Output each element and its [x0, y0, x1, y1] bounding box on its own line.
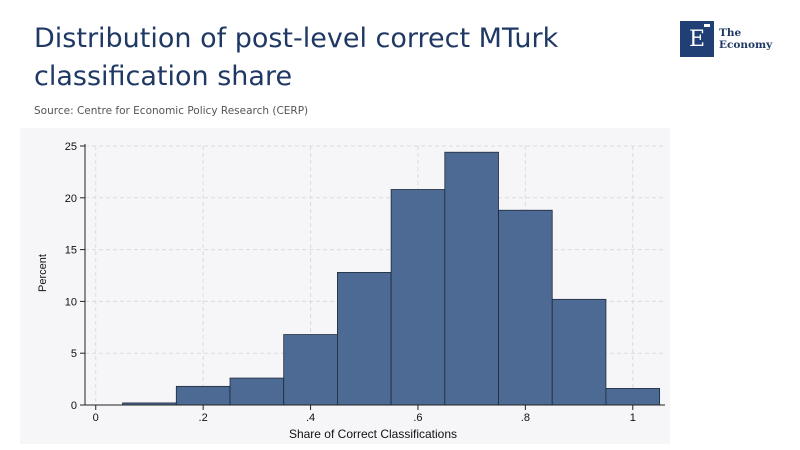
y-tick-label: 0 [71, 400, 77, 412]
histogram-bar [229, 377, 285, 406]
x-tick-label: .8 [521, 412, 530, 424]
page-title: Distribution of post-level correct MTurk… [34, 23, 559, 92]
histogram-bar [498, 209, 553, 406]
y-axis-label: Percent [37, 254, 49, 292]
histogram-bar [390, 189, 446, 406]
x-tick-label: .4 [306, 412, 315, 424]
x-axis-label: Share of Correct Classifications [289, 427, 457, 441]
x-tick-label: 0 [93, 412, 99, 424]
histogram-bar [444, 151, 499, 406]
y-tick-label: 25 [65, 141, 77, 153]
y-tick-label: 10 [65, 296, 77, 308]
histogram-bar [283, 334, 338, 406]
logo-line-2: Economy [719, 39, 773, 51]
logo-line-1: The [719, 27, 742, 39]
logo-wordmark: The Economy [719, 27, 772, 51]
source-note: Source: Centre for Economic Policy Resea… [34, 105, 309, 117]
histogram-bar [551, 298, 607, 406]
histogram-bar [605, 388, 661, 406]
axis-layer: 0 5 10 15 20 25 0 .2 .4 .6 .8 1 [65, 141, 665, 424]
x-tick-label: 1 [630, 412, 636, 424]
x-tick-label: .2 [199, 412, 208, 424]
logo-letter-icon: E [680, 21, 714, 57]
y-tick-label: 20 [65, 193, 77, 205]
histogram-svg: 0 5 10 15 20 25 0 .2 .4 .6 .8 1 Share of Correct Cl… [20, 128, 670, 444]
bar-layer [122, 151, 661, 406]
histogram-bar [337, 271, 392, 406]
y-tick-label: 5 [71, 348, 77, 360]
x-tick-label: .6 [413, 412, 422, 424]
the-economy-logo[interactable]: E The Economy [680, 21, 772, 57]
y-tick-label: 15 [65, 245, 77, 257]
histogram-chart: 0 5 10 15 20 25 0 .2 .4 .6 .8 1 Share of Correct Cl… [20, 128, 670, 444]
histogram-bar [175, 385, 231, 406]
